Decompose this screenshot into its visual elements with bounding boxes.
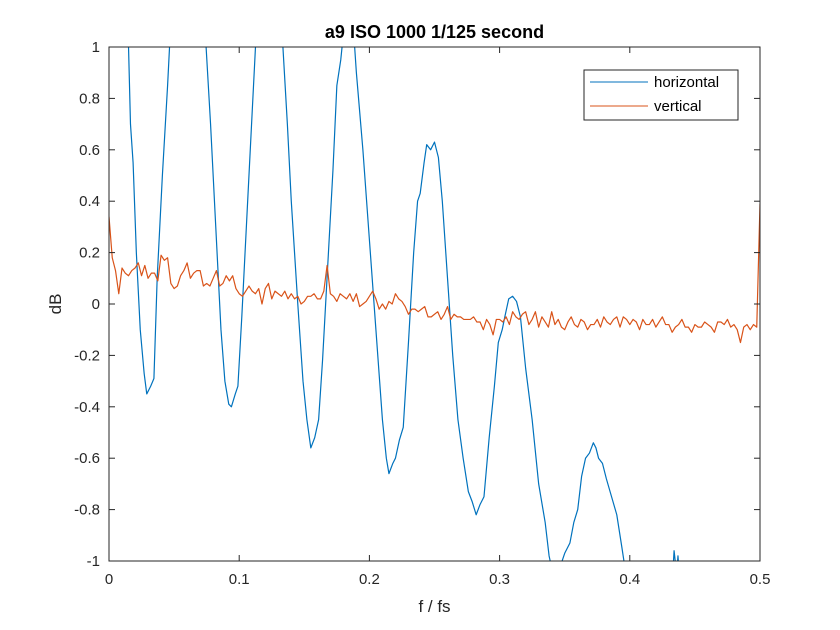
plot-area bbox=[109, 47, 760, 561]
x-tick-label: 0.2 bbox=[359, 571, 380, 588]
y-tick-label: 0.6 bbox=[79, 142, 100, 159]
y-tick-label: -0.6 bbox=[74, 450, 100, 467]
y-tick-label: -0.8 bbox=[74, 502, 100, 519]
chart-title: a9 ISO 1000 1/125 second bbox=[325, 22, 544, 42]
y-tick-label: -0.2 bbox=[74, 347, 100, 364]
series-layer bbox=[109, 47, 760, 561]
series-line-horizontal bbox=[127, 47, 679, 561]
y-tick-label: 0.4 bbox=[79, 193, 100, 210]
y-tick-label: 0 bbox=[92, 296, 100, 313]
y-tick-label: -1 bbox=[87, 553, 100, 570]
x-tick-label: 0.4 bbox=[619, 571, 640, 588]
y-tick-label: 1 bbox=[92, 39, 100, 56]
legend: horizontal vertical bbox=[583, 69, 739, 121]
y-tick-label: 0.8 bbox=[79, 90, 100, 107]
legend-label-vertical: vertical bbox=[654, 98, 702, 115]
x-tick-label: 0.1 bbox=[229, 571, 250, 588]
y-axis-label: dB bbox=[46, 294, 65, 315]
y-tick-label: -0.4 bbox=[74, 399, 100, 416]
x-tick-label: 0.5 bbox=[750, 571, 771, 588]
legend-label-horizontal: horizontal bbox=[654, 74, 719, 91]
y-tick-label: 0.2 bbox=[79, 245, 100, 262]
series-line-vertical bbox=[109, 203, 760, 344]
x-axis-label: f / fs bbox=[418, 597, 450, 616]
x-tick-label: 0 bbox=[105, 571, 113, 588]
ticks-layer: 0 0.1 0.2 0.3 0.4 0.5 -1 -0.8 -0.6 -0.4 -0.2 0 0.2 0.… bbox=[74, 39, 770, 588]
x-tick-label: 0.3 bbox=[489, 571, 510, 588]
legend-box bbox=[583, 69, 739, 121]
